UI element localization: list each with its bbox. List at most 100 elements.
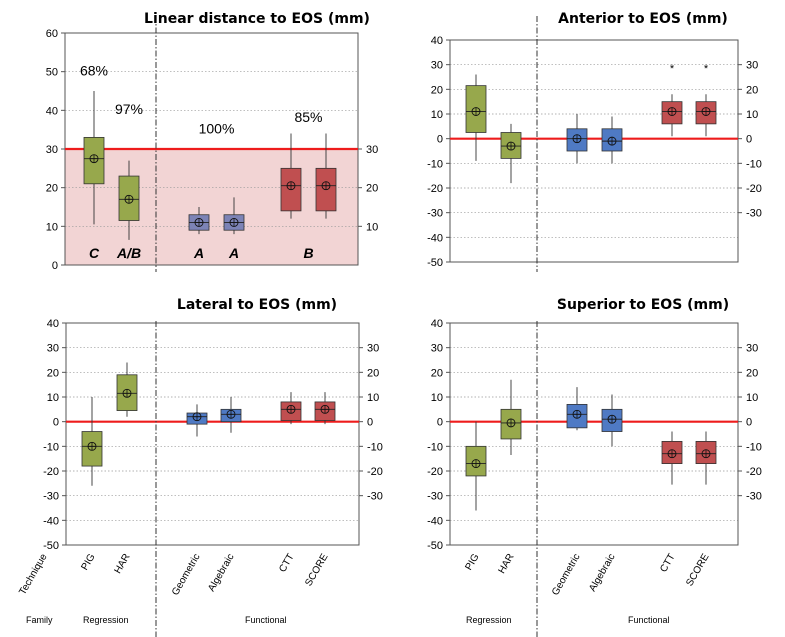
plot-frame [449, 39, 739, 263]
x-tick-label-score: SCORE [303, 552, 330, 589]
y-tick-label-left: 60 [46, 28, 58, 40]
y-tick-label-right: -10 [746, 441, 762, 453]
y-tick-label-left: 10 [47, 392, 59, 404]
y-tick-label-right: 10 [746, 109, 758, 121]
threshold-band [65, 149, 358, 265]
x-tick-label-algebraic: Algebraic [206, 552, 236, 594]
family-functional-left: Functional [245, 615, 287, 625]
panel-title: Lateral to EOS (mm) [177, 297, 337, 313]
box-score [695, 431, 717, 485]
y-tick-label-right: 20 [367, 367, 379, 379]
box-har [500, 379, 522, 455]
box-pig [81, 397, 103, 486]
y-tick-label-left: 40 [46, 105, 58, 117]
y-tick-label-left: -10 [427, 441, 443, 453]
x-tick-label-ctt: CTT [658, 552, 677, 574]
y-tick-label-right: 10 [366, 221, 378, 233]
plot-frame [65, 322, 360, 546]
box-har [118, 160, 140, 240]
percent-annotation: 68% [80, 63, 108, 79]
y-tick-label-left: -40 [43, 515, 59, 527]
chart-panel-3: -50 -40 -30 -20 -10 0 10 20 30 40 -30 -20 -10 0 10 20 30… [43, 297, 383, 637]
y-tick-label-left: -10 [427, 158, 443, 170]
x-tick-label-algebraic: Algebraic [587, 552, 617, 594]
family-regression-right: Regression [466, 615, 512, 625]
chart-panel-4: -50 -40 -30 -20 -10 0 10 20 30 40 -30 -20 -10 0 10 20 30… [427, 297, 762, 637]
y-tick-label-right: 30 [746, 343, 758, 355]
y-tick-label-left: 40 [431, 35, 443, 47]
y-tick-label-right: -10 [746, 158, 762, 170]
family-regression-left: Regression [83, 615, 129, 625]
y-tick-label-left: 30 [431, 60, 443, 72]
percent-annotation: 85% [294, 109, 322, 125]
y-tick-label-left: 0 [53, 417, 59, 429]
x-tick-label-pig: PIG [463, 552, 481, 573]
panel-title: Linear distance to EOS (mm) [144, 11, 370, 27]
y-tick-label-left: 20 [431, 84, 443, 96]
outlier: * [704, 63, 709, 75]
box-pig [465, 74, 487, 161]
technique-label: Technique [17, 552, 50, 597]
box-algebraic [220, 397, 242, 433]
y-tick-label-left: 20 [431, 367, 443, 379]
x-tick-label-har: HAR [497, 552, 517, 576]
box-geometric [186, 404, 208, 437]
panel-title: Anterior to EOS (mm) [558, 11, 728, 27]
y-tick-label-right: -20 [367, 466, 383, 478]
y-tick-label-right: 10 [746, 392, 758, 404]
x-tick-label-har: HAR [113, 552, 133, 576]
group-letter: A [193, 245, 204, 261]
percent-annotation: 100% [199, 121, 235, 137]
y-tick-label-left: 0 [437, 134, 443, 146]
y-tick-label-left: 20 [46, 183, 58, 195]
box-pig [83, 91, 105, 225]
y-tick-label-right: 30 [366, 144, 378, 156]
y-tick-label-left: -30 [427, 491, 443, 503]
box-geometric [566, 114, 588, 164]
y-tick-label-left: 20 [47, 367, 59, 379]
x-tick-label-score: SCORE [684, 552, 711, 589]
chart-panel-1: 0 10 20 30 40 50 60 10 20 30 Linear distance to EO… [46, 11, 378, 272]
box-score: * [695, 63, 717, 137]
y-tick-label-right: 20 [746, 84, 758, 96]
y-tick-label-left: 10 [46, 221, 58, 233]
y-tick-label-left: 40 [431, 318, 443, 330]
y-tick-label-left: -40 [427, 515, 443, 527]
percent-annotation: 97% [115, 101, 143, 117]
y-tick-label-right: -20 [746, 466, 762, 478]
x-tick-label-pig: PIG [79, 552, 97, 573]
y-tick-label-right: -30 [746, 491, 762, 503]
y-tick-label-left: -50 [427, 540, 443, 552]
box-score [314, 392, 336, 425]
chart-panel-2: -50 -40 -30 -20 -10 0 10 20 30 40 -30 -20 -10 0 10 20 30… [427, 11, 762, 272]
group-letter: B [303, 245, 313, 261]
y-tick-label-right: -30 [746, 208, 762, 220]
y-tick-label-left: -20 [427, 466, 443, 478]
box-ctt [280, 392, 302, 425]
y-tick-label-left: 0 [437, 417, 443, 429]
y-tick-label-right: -30 [367, 491, 383, 503]
y-tick-label-right: 10 [367, 392, 379, 404]
panel-title: Superior to EOS (mm) [557, 297, 729, 313]
y-tick-label-right: 0 [746, 134, 752, 146]
box-ctt: * [661, 63, 683, 137]
box-geometric [188, 207, 210, 235]
y-tick-label-right: -10 [367, 441, 383, 453]
y-tick-label-right: -20 [746, 183, 762, 195]
group-letter: A [228, 245, 239, 261]
y-tick-label-left: 40 [47, 318, 59, 330]
box-geometric [566, 387, 588, 431]
box-algebraic [223, 197, 245, 235]
box-pig [465, 421, 487, 511]
y-tick-label-left: -10 [43, 441, 59, 453]
x-tick-label-geometric: Geometric [550, 552, 583, 597]
y-tick-label-left: -20 [427, 183, 443, 195]
box-ctt [280, 133, 302, 219]
y-tick-label-right: 30 [746, 60, 758, 72]
y-tick-label-right: 0 [746, 417, 752, 429]
y-tick-label-left: -30 [427, 208, 443, 220]
family-functional-right: Functional [628, 615, 670, 625]
y-tick-label-left: 30 [431, 343, 443, 355]
box-ctt [661, 431, 683, 485]
